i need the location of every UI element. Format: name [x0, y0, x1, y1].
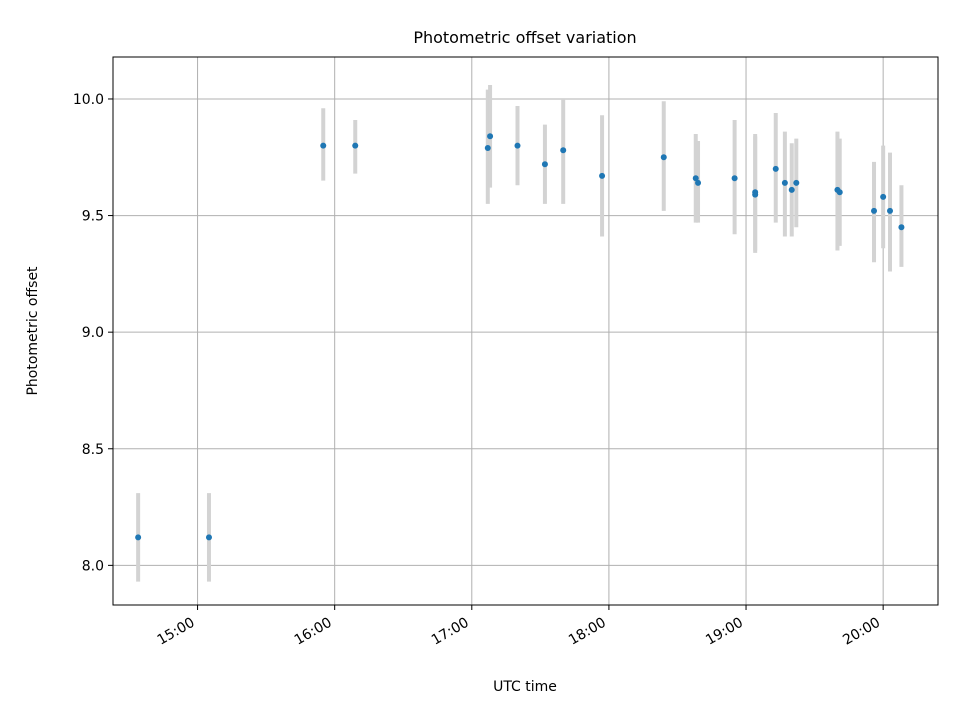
y-tick-label: 9.0 [82, 325, 104, 341]
data-point [880, 193, 887, 200]
data-point [205, 534, 212, 541]
y-axis-label: Photometric offset [25, 266, 41, 396]
data-point [692, 175, 699, 182]
data-point [772, 165, 779, 172]
data-markers [135, 133, 905, 541]
data-point [781, 179, 788, 186]
data-point [560, 147, 567, 154]
data-point [793, 179, 800, 186]
plot-frame [112, 56, 939, 606]
data-point [352, 142, 359, 149]
data-point [788, 186, 795, 193]
y-tick-label: 8.5 [82, 442, 104, 458]
data-point [695, 179, 702, 186]
data-point [487, 133, 494, 140]
x-axis-label: UTC time [493, 679, 557, 695]
data-point [752, 191, 759, 198]
data-point [898, 224, 905, 231]
data-point [599, 172, 606, 179]
data-point [836, 189, 843, 196]
y-tick-label: 9.5 [82, 209, 104, 225]
chart-title: Photometric offset variation [413, 28, 636, 47]
data-point [541, 161, 548, 168]
data-point [660, 154, 667, 161]
data-point [887, 207, 894, 214]
data-point [320, 142, 327, 149]
data-point [871, 207, 878, 214]
data-point [514, 142, 521, 149]
y-tick-label: 8.0 [82, 558, 104, 574]
data-point [135, 534, 142, 541]
data-point [484, 144, 491, 151]
y-tick-label: 10.0 [73, 92, 104, 108]
data-point [731, 175, 738, 182]
